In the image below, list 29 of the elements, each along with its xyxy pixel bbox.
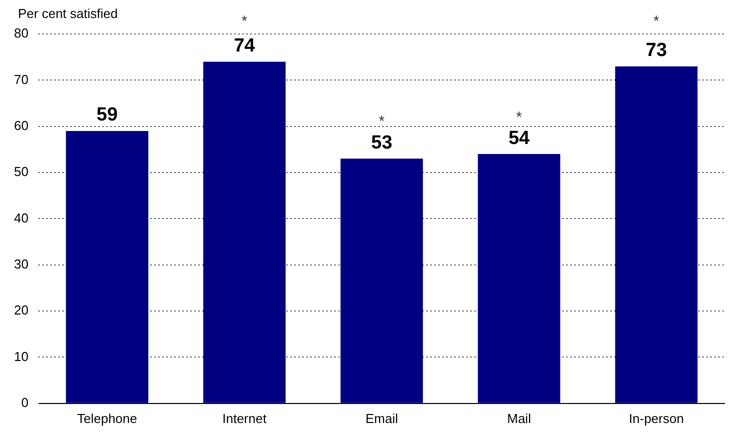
y-tick-label: 60 xyxy=(14,118,28,133)
data-label: 73 xyxy=(646,40,667,62)
y-tick-label: 70 xyxy=(14,72,28,87)
data-label: 59 xyxy=(96,104,118,126)
bar xyxy=(66,130,148,403)
y-tick-label: 30 xyxy=(14,256,28,272)
data-label: 54 xyxy=(508,128,530,149)
text: * xyxy=(653,13,660,30)
y-tick-label: 0 xyxy=(21,394,28,410)
text: * xyxy=(242,13,248,30)
y-tick-label: 80 xyxy=(14,26,28,41)
x-tick-label: Telephone xyxy=(77,410,138,426)
y-tick-label: 10 xyxy=(14,348,28,364)
bar xyxy=(203,62,286,403)
y-tick-label: 20 xyxy=(14,302,28,318)
y-axis-title: Per cent satisfied xyxy=(18,6,118,22)
bar xyxy=(340,158,423,403)
data-label: 53 xyxy=(371,132,392,154)
data-label: 74 xyxy=(234,35,256,56)
x-tick-label: Internet xyxy=(222,410,267,426)
y-tick-label: 50 xyxy=(14,164,28,180)
annotation: * xyxy=(516,109,522,126)
x-tick-label: In-person xyxy=(628,410,684,426)
bar xyxy=(615,66,698,403)
x-tick-label: Mail xyxy=(507,410,532,426)
bar xyxy=(478,154,560,403)
x-tick-label: Email xyxy=(365,410,398,426)
annotation: * xyxy=(378,113,385,130)
y-tick-label: 40 xyxy=(14,210,28,226)
